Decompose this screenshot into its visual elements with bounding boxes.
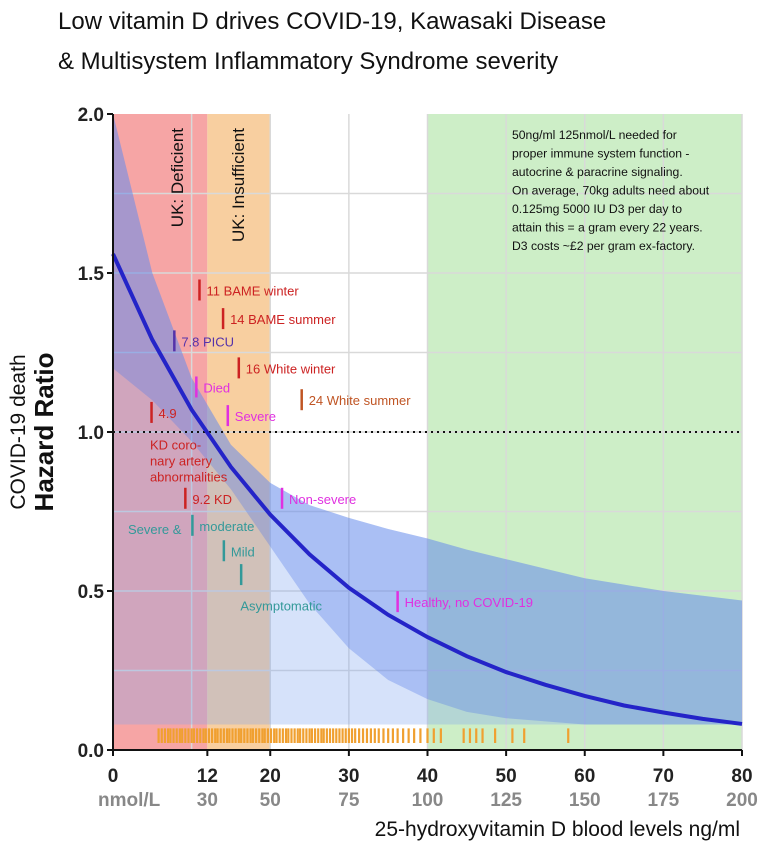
hazard-ratio-curve bbox=[111, 253, 743, 726]
annotation-label: 9.2 KD bbox=[192, 492, 232, 507]
y-tick-label: 0.0 bbox=[78, 741, 104, 762]
nmol-tick-label: 100 bbox=[412, 790, 444, 811]
zone-label-insufficient: UK: Insufficient bbox=[229, 128, 248, 242]
info-box-line: 50ng/ml 125nmol/L needed for bbox=[512, 128, 677, 142]
info-box-line: D3 costs ~£2 per gram ex-factory. bbox=[512, 239, 695, 253]
x-tick-label: 40 bbox=[417, 766, 438, 787]
annotation-extra-label: nary artery bbox=[150, 454, 213, 469]
annotation-label: Mild bbox=[231, 544, 255, 559]
confidence-band-inner bbox=[113, 114, 742, 725]
info-box-line: autocrine & paracrine signaling. bbox=[512, 165, 683, 179]
x-tick-label: 60 bbox=[574, 766, 595, 787]
annotation-label: Died bbox=[203, 380, 230, 395]
annotation-label: Healthy, no COVID-19 bbox=[405, 595, 533, 610]
info-box-line: attain this = a gram every 22 years. bbox=[512, 221, 703, 235]
x-tick-label: 20 bbox=[260, 766, 281, 787]
x-tick-label: 12 bbox=[197, 766, 218, 787]
nmol-tick-label: 125 bbox=[490, 790, 522, 811]
annotation-label: 14 BAME summer bbox=[230, 312, 336, 327]
x-tick-label: 30 bbox=[338, 766, 359, 787]
annotation-extra-label: Asymptomatic bbox=[240, 598, 322, 613]
annotation-label: moderate bbox=[199, 519, 254, 534]
annotation-label: 4.9 bbox=[159, 406, 177, 421]
y-tick-label: 0.5 bbox=[78, 582, 105, 603]
x-tick-label: 50 bbox=[496, 766, 517, 787]
annotation-label: 11 BAME winter bbox=[206, 283, 299, 298]
annotation-extra-label: KD coro- bbox=[150, 438, 201, 453]
y-tick-label: 2.0 bbox=[78, 105, 104, 126]
nmol-tick-label: 150 bbox=[569, 790, 601, 811]
annotation-label: Severe bbox=[235, 409, 276, 424]
chart-title-line1: Low vitamin D drives COVID-19, Kawasaki … bbox=[58, 8, 607, 35]
y-tick-label: 1.0 bbox=[78, 423, 104, 444]
nmol-tick-label: 75 bbox=[338, 790, 360, 811]
info-box-line: proper immune system function - bbox=[512, 147, 689, 161]
y-axis-label-line2: Hazard Ratio bbox=[29, 353, 59, 512]
nmol-tick-label: 30 bbox=[197, 790, 218, 811]
confidence-band-outer bbox=[113, 114, 742, 725]
info-box-line: On average, 70kg adults need about bbox=[512, 184, 710, 198]
x-axis-label: 25-hydroxyvitamin D blood levels ng/ml bbox=[375, 818, 740, 841]
nmol-tick-label: 175 bbox=[648, 790, 680, 811]
zone-label-deficient: UK: Deficient bbox=[168, 128, 187, 227]
y-tick-label: 1.5 bbox=[78, 264, 105, 285]
annotation-label: 16 White winter bbox=[246, 361, 336, 376]
annotation-label: 24 White summer bbox=[309, 393, 412, 408]
info-box-line: 0.125mg 5000 IU D3 per day to bbox=[512, 202, 682, 216]
annotation-extra-label: abnormalities bbox=[150, 470, 228, 485]
nmol-tick-label: 200 bbox=[726, 790, 758, 811]
nmol-tick-label: nmol/L bbox=[98, 790, 161, 811]
annotation-label: 7.8 PICU bbox=[181, 334, 234, 349]
nmol-tick-label: 50 bbox=[260, 790, 281, 811]
annotation-label: Non-severe bbox=[289, 492, 356, 507]
x-tick-label: 80 bbox=[731, 766, 752, 787]
y-axis-label-line1: COVID-19 death bbox=[7, 354, 30, 509]
x-tick-label: 0 bbox=[108, 766, 119, 787]
x-tick-label: 70 bbox=[653, 766, 674, 787]
chart-title-line2: & Multisystem Inflammatory Syndrome seve… bbox=[58, 48, 559, 75]
annotation-extra-label: Severe & bbox=[128, 522, 182, 537]
